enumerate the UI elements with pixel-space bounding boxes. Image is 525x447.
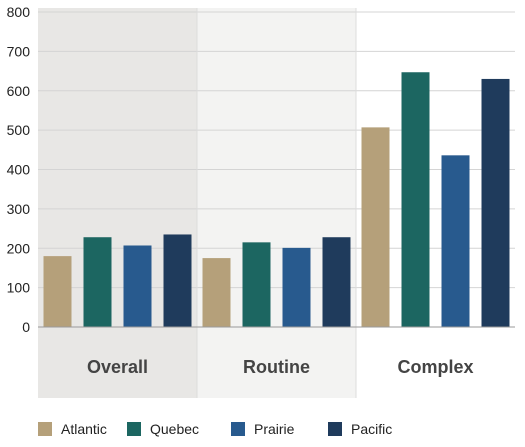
y-tick-label: 0 xyxy=(22,319,30,335)
category-background-overall xyxy=(38,8,197,398)
axis-layer: 0 100 200 300 400 500 600 700 800 Overall Routine C… xyxy=(7,4,515,377)
bar-overall-quebec xyxy=(83,237,112,327)
y-tick-label: 500 xyxy=(7,122,31,138)
bar-routine-quebec xyxy=(242,242,271,327)
legend-label: Prairie xyxy=(254,421,295,437)
bar-layer xyxy=(43,72,510,328)
y-tick-label: 300 xyxy=(7,201,31,217)
bar-overall-prairie xyxy=(123,245,152,327)
bar-overall-pacific xyxy=(163,234,192,327)
bar-routine-pacific xyxy=(322,237,351,327)
y-tick-label: 100 xyxy=(7,280,31,296)
legend: Atlantic Quebec Prairie Pacific xyxy=(38,421,392,437)
y-tick-label: 700 xyxy=(7,43,31,59)
category-label: Overall xyxy=(87,357,148,377)
bar-routine-atlantic xyxy=(202,258,231,327)
legend-swatch xyxy=(328,422,342,436)
legend-swatch xyxy=(38,422,52,436)
y-tick-label: 800 xyxy=(7,4,31,20)
bar-routine-prairie xyxy=(282,247,311,327)
bar-complex-quebec xyxy=(401,72,430,328)
y-tick-label: 600 xyxy=(7,83,31,99)
category-label: Complex xyxy=(397,357,473,377)
bar-complex-prairie xyxy=(441,155,470,327)
bar-complex-pacific xyxy=(481,78,510,327)
bar-complex-atlantic xyxy=(361,127,390,328)
category-background-routine xyxy=(197,8,356,398)
legend-label: Quebec xyxy=(150,421,199,437)
gridline-layer xyxy=(38,8,515,398)
y-tick-label: 400 xyxy=(7,162,31,178)
y-tick-label: 200 xyxy=(7,240,31,256)
legend-label: Pacific xyxy=(351,421,392,437)
bar-overall-atlantic xyxy=(43,256,72,327)
legend-swatch xyxy=(231,422,245,436)
legend-swatch xyxy=(127,422,141,436)
legend-label: Atlantic xyxy=(61,421,107,437)
category-label: Routine xyxy=(243,357,310,377)
